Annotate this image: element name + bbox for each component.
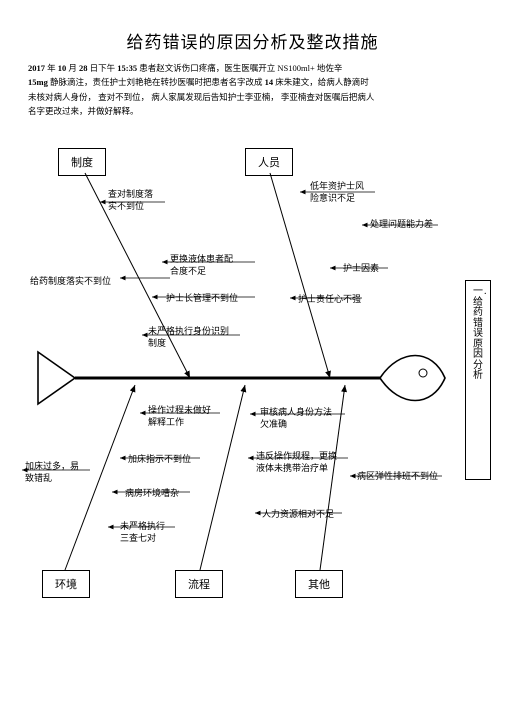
cause-label: 未严格执行 三查七对 [120, 520, 165, 544]
desc-part: 15mg [28, 77, 48, 87]
desc-part: 10 [58, 63, 67, 73]
cause-label: 更换液体患者配 合度不足 [170, 253, 233, 277]
cause-label: 查对制度落 实不到位 [108, 188, 153, 212]
cause-label: 护士长管理不到位 [166, 292, 238, 304]
cause-label: 违反操作规程，更换 液体未携带治疗单 [256, 450, 337, 474]
cause-label: 加床过多，易 致错乱 [25, 460, 79, 484]
cause-label: 病区弹性排班不到位 [357, 470, 438, 482]
cause-label: 未严格执行身份识别 制度 [148, 325, 229, 349]
desc-part: 未核对病人身份， 查对不到位， 病人家属发现后告知护士李亚楠， 李亚楠查对医嘱后… [28, 92, 374, 102]
desc-part: 2017 [28, 63, 45, 73]
category-process: 流程 [175, 570, 223, 598]
desc-part: 14 [265, 77, 274, 87]
cause-label: 病房环境嘈杂 [125, 487, 179, 499]
cause-label: 加床指示不到位 [128, 453, 191, 465]
cause-label: 护士责任心不强 [298, 293, 361, 305]
right-panel-text: 一.给药错误原因分析 [473, 287, 483, 382]
cause-label: 操作过程未做好 解释工作 [148, 404, 211, 428]
cause-label: 审核病人身份方法 欠准确 [260, 406, 332, 430]
cause-label: 处理问题能力差 [370, 218, 433, 230]
page-title: 给药错误的原因分析及整改措施 [0, 0, 505, 53]
right-panel: 一.给药错误原因分析 [465, 280, 491, 480]
desc-part: 月 [66, 63, 79, 73]
category-personnel: 人员 [245, 148, 293, 176]
desc-part: 患者赵文诉伤口疼痛，医生医嘱开立 NS100ml+ 地佐辛 [137, 63, 342, 73]
desc-part: 日下午 [88, 63, 118, 73]
desc-part: 年 [45, 63, 58, 73]
desc-part: 15:35 [117, 63, 137, 73]
desc-part: 静脉滴注，责任护士刘艳艳在转抄医嘱时把患者名字改成 [48, 77, 265, 87]
category-system: 制度 [58, 148, 106, 176]
category-other: 其他 [295, 570, 343, 598]
description-text: 2017 年 10 月 28 日下午 15:35 患者赵文诉伤口疼痛，医生医嘱开… [0, 53, 505, 119]
cause-label: 护士因素 [343, 262, 379, 274]
desc-part: 28 [79, 63, 88, 73]
cause-label: 给药制度落实不到位 [30, 275, 111, 287]
category-environment: 环境 [42, 570, 90, 598]
desc-part: 名字更改过来，并做好解释。 [28, 106, 139, 116]
cause-label: 人力资源相对不足 [262, 508, 334, 520]
cause-label: 低年资护士风 险意识不足 [310, 180, 364, 204]
desc-part: 床朱建文，给病人静滴时 [273, 77, 369, 87]
